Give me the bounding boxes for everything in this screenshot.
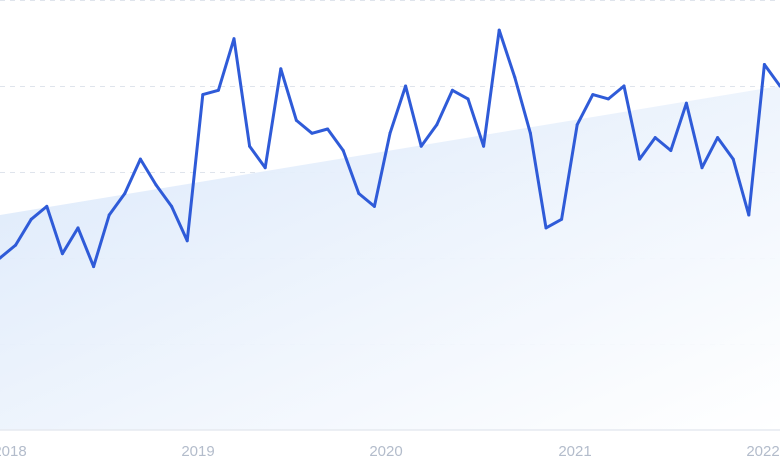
- data-point: [76, 226, 80, 230]
- data-point: [528, 131, 532, 135]
- x-tick-label-2022: 2022: [746, 443, 779, 460]
- data-point: [279, 67, 283, 71]
- data-point: [762, 63, 766, 66]
- data-point: [544, 226, 548, 230]
- data-point: [372, 204, 376, 208]
- data-point: [388, 131, 392, 135]
- data-point: [450, 88, 454, 92]
- data-point: [731, 157, 735, 161]
- data-point: [716, 136, 720, 140]
- data-point: [606, 97, 610, 101]
- data-point: [294, 118, 298, 122]
- data-point: [419, 144, 423, 148]
- data-point: [326, 127, 330, 131]
- data-point: [154, 183, 158, 187]
- data-point: [123, 192, 127, 195]
- data-point: [107, 213, 111, 217]
- data-point: [482, 144, 486, 148]
- data-point: [0, 256, 2, 260]
- data-point: [466, 97, 470, 101]
- x-tick-label-2018: 2018: [0, 443, 27, 460]
- data-point: [92, 265, 96, 269]
- data-point: [575, 123, 579, 127]
- data-point: [591, 93, 595, 97]
- x-tick-label-2019: 2019: [181, 443, 214, 460]
- data-point: [60, 252, 64, 256]
- trend-area: [0, 86, 780, 430]
- data-point: [653, 136, 657, 140]
- x-tick-label-2021: 2021: [558, 443, 591, 460]
- data-point: [497, 28, 501, 32]
- data-point: [310, 131, 314, 135]
- x-tick-labels: 2018 2019 2020 2021 2022: [0, 443, 780, 460]
- data-point: [747, 213, 751, 217]
- data-point: [263, 166, 267, 170]
- data-point: [669, 149, 673, 152]
- data-point: [216, 88, 220, 92]
- data-point: [638, 157, 642, 161]
- data-point: [185, 239, 189, 243]
- data-point: [684, 101, 688, 105]
- x-tick-label-2020: 2020: [369, 443, 402, 460]
- data-point: [170, 204, 174, 208]
- data-point: [29, 217, 33, 221]
- data-point: [201, 93, 205, 97]
- data-point: [45, 204, 49, 208]
- data-point: [232, 37, 236, 41]
- data-point: [513, 75, 517, 79]
- data-point: [435, 123, 439, 127]
- data-point: [357, 192, 361, 195]
- series-layer: [0, 28, 780, 269]
- data-point: [404, 84, 408, 88]
- data-point: [248, 144, 252, 148]
- data-point: [138, 157, 142, 161]
- data-point: [341, 149, 345, 152]
- data-point: [560, 217, 564, 221]
- data-point: [14, 243, 18, 247]
- data-point: [700, 166, 704, 170]
- data-point: [622, 84, 626, 88]
